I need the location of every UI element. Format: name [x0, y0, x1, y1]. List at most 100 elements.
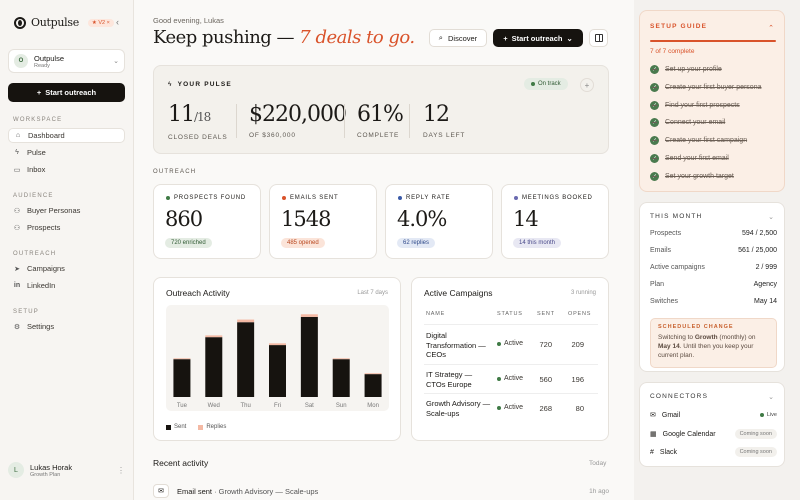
setup-step[interactable]: ✓ Find your first prospects	[650, 101, 740, 110]
add-pulse-button[interactable]: +	[580, 78, 594, 92]
bar-sent-sun[interactable]	[332, 359, 350, 397]
chevron-down-icon[interactable]: ⌄	[768, 214, 774, 221]
logo[interactable]: Outpulse ★ V2 ×	[14, 16, 114, 29]
stat-label: DAYS LEFT	[423, 132, 466, 139]
x-tick-label: Fri	[274, 403, 281, 409]
metric-value: 14	[513, 207, 539, 231]
status-badge: On track	[524, 78, 568, 90]
list-item[interactable]: ✉ Email sent · Growth Advisory — Scale-u…	[153, 484, 609, 498]
metric-value: 1548	[281, 207, 331, 231]
sidebar-item-inbox[interactable]: ▭ Inbox	[8, 162, 125, 177]
discover-label: Discover	[448, 33, 478, 43]
sidebar-item-prospects[interactable]: ⚇ Prospects	[8, 220, 125, 235]
bar-replies-sat[interactable]	[300, 314, 318, 317]
divider	[236, 104, 237, 138]
connector-name: Gmail	[661, 411, 681, 419]
bar-sent-thu[interactable]	[237, 322, 255, 397]
setup-step[interactable]: ✓ Create your first buyer persona	[650, 83, 762, 92]
workspace-status: Ready	[34, 62, 50, 69]
bar-replies-fri[interactable]	[269, 343, 286, 346]
connectors-title: CONNECTORS	[650, 393, 709, 400]
divider	[344, 104, 345, 138]
sidebar-item-pulse[interactable]: ϟ Pulse	[8, 145, 125, 160]
bar-replies-mon[interactable]	[364, 373, 382, 375]
stat-suffix: /18	[194, 110, 211, 124]
setup-step[interactable]: ✓ Connect your email	[650, 118, 726, 127]
collapse-sidebar-icon[interactable]: ‹	[116, 17, 119, 27]
stat-label: OF $360,000	[249, 132, 296, 139]
usage-row: Plan Agency	[650, 281, 777, 288]
stat-label: CLOSED DEALS	[168, 134, 228, 141]
main-content: Good evening, Lukas Keep pushing — 7 dea…	[134, 0, 634, 500]
nav-section-outreach: OUTREACH	[13, 251, 57, 257]
bar-replies-wed[interactable]	[205, 335, 223, 338]
bar-replies-thu[interactable]	[237, 319, 255, 323]
check-icon: ✓	[650, 172, 659, 181]
stat-days-left: 12 DAYS LEFT	[423, 102, 465, 139]
setup-step[interactable]: ✓ Set up your profile	[650, 65, 722, 74]
column-header-name: NAME	[426, 311, 446, 317]
x-tick-label: Mon	[367, 403, 379, 409]
setup-step[interactable]: ✓ Create your first campaign	[650, 136, 748, 145]
toggle-panel-button[interactable]	[589, 29, 608, 47]
plus-icon: +	[503, 33, 508, 43]
bolt-icon: ϟ	[168, 81, 173, 88]
gear-icon: ⚙	[13, 323, 21, 331]
campaigns-count: 3 running	[570, 290, 596, 296]
connector-gmail[interactable]: ✉ Gmail Live	[650, 411, 777, 420]
metric-reply-rate[interactable]: REPLY RATE 4.0% 62 replies	[385, 184, 493, 259]
chevron-up-icon[interactable]: ⌃	[768, 25, 774, 32]
setup-step[interactable]: ✓ Send your first email	[650, 154, 729, 163]
sidebar-item-settings[interactable]: ⚙ Settings	[8, 319, 125, 334]
bar-sent-fri[interactable]	[269, 345, 286, 397]
table-row[interactable]: Growth Advisory — Scale-ups Active 268 8…	[424, 393, 598, 422]
table-row[interactable]: IT Strategy — CTOs Europe Active 560 196	[424, 364, 598, 393]
this-month-title: THIS MONTH	[650, 213, 703, 220]
start-outreach-header-button[interactable]: + Start outreach ⌄	[493, 29, 583, 47]
calendar-icon: ▦	[650, 431, 657, 438]
connector-name: Slack	[659, 448, 678, 456]
check-icon: ✓	[650, 101, 659, 110]
user-menu[interactable]: L Lukas Horak Growth Plan ⋮	[8, 462, 125, 478]
metric-emails-sent[interactable]: EMAILS SENT 1548 485 opened	[269, 184, 377, 259]
bar-sent-sat[interactable]	[300, 316, 318, 397]
sidebar-item-label: Buyer Personas	[27, 206, 81, 215]
setup-progress-bar	[650, 40, 776, 42]
metric-prospects-found[interactable]: PROSPECTS FOUND 860 720 enriched	[153, 184, 261, 259]
mail-icon: ✉	[153, 484, 169, 498]
metric-title: EMAILS SENT	[290, 195, 339, 201]
table-row[interactable]: Digital Transformation — CEOs Active 720…	[424, 324, 598, 364]
activity-chart-svg: Tue Wed Thu Fri Sat Sun Mon	[173, 314, 382, 409]
start-outreach-button[interactable]: + Start outreach	[8, 83, 125, 102]
recent-activity-title: Recent activity	[153, 458, 209, 468]
sidebar: Outpulse ★ V2 × ‹ O Outpulse Ready ⌄ + S…	[0, 0, 134, 500]
bar-sent-wed[interactable]	[205, 337, 223, 397]
activity-range[interactable]: Last 7 days	[357, 290, 388, 296]
version-badge[interactable]: ★ V2 ×	[87, 18, 114, 27]
sidebar-item-dashboard[interactable]: ⌂ Dashboard	[8, 128, 125, 143]
bar-replies-tue[interactable]	[173, 358, 191, 360]
sidebar-item-label: Settings	[27, 322, 55, 331]
sidebar-item-campaigns[interactable]: ➤ Campaigns	[8, 261, 125, 276]
more-icon[interactable]: ⋮	[117, 465, 125, 475]
workspace-switcher[interactable]: O Outpulse Ready ⌄	[8, 49, 125, 73]
recent-item-text: Email sent · Growth Advisory — Scale-ups	[177, 486, 319, 496]
setup-step[interactable]: ✓ Set your growth target	[650, 172, 734, 181]
chevron-down-icon[interactable]: ⌄	[768, 394, 774, 401]
discover-button[interactable]: ⌕ Discover	[429, 29, 487, 47]
metric-title: PROSPECTS FOUND	[174, 195, 247, 201]
sidebar-item-linkedin[interactable]: in LinkedIn	[8, 278, 125, 293]
bar-sent-tue[interactable]	[173, 359, 191, 397]
chevron-down-icon: ⌄	[113, 58, 119, 65]
connector-google-calendar[interactable]: ▦ Google Calendar Coming soon	[650, 429, 777, 439]
bar-sent-mon[interactable]	[364, 374, 382, 397]
bar-replies-sun[interactable]	[332, 358, 350, 360]
x-tick-label: Sun	[336, 403, 347, 409]
connector-slack[interactable]: # Slack Coming soon	[650, 447, 777, 457]
user-name: Lukas Horak	[30, 462, 73, 472]
campaign-sent: 560	[539, 375, 552, 384]
sidebar-item-buyer-personas[interactable]: ⚇ Buyer Personas	[8, 203, 125, 218]
stat-closed-deals: 11/18 CLOSED DEALS	[168, 102, 227, 141]
stat-revenue: $220,000 OF $360,000	[249, 102, 347, 139]
metric-meetings-booked[interactable]: MEETINGS BOOKED 14 14 this month	[501, 184, 609, 259]
